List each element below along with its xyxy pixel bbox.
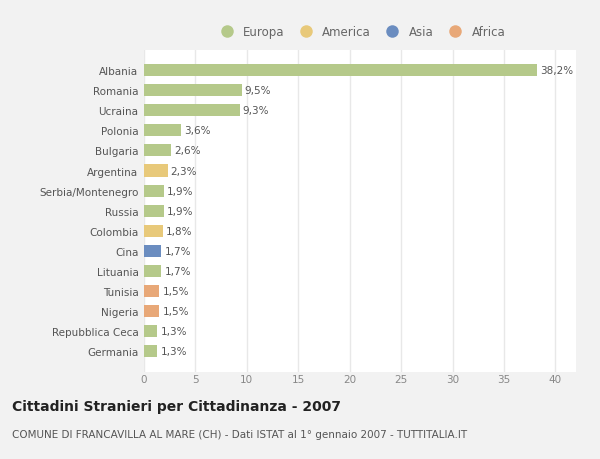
Text: 1,3%: 1,3% [160,346,187,356]
Bar [144,85,242,97]
Text: 3,6%: 3,6% [184,126,211,136]
Text: COMUNE DI FRANCAVILLA AL MARE (CH) - Dati ISTAT al 1° gennaio 2007 - TUTTITALIA.: COMUNE DI FRANCAVILLA AL MARE (CH) - Dat… [12,429,467,439]
Bar [144,305,160,317]
Bar [144,325,157,337]
Text: 9,5%: 9,5% [245,86,271,96]
Text: 1,7%: 1,7% [164,246,191,256]
Bar [144,245,161,257]
Text: 2,3%: 2,3% [171,166,197,176]
Text: 1,7%: 1,7% [164,266,191,276]
Legend: Europa, America, Asia, Africa: Europa, America, Asia, Africa [210,21,510,44]
Text: 2,6%: 2,6% [174,146,200,156]
Bar [144,285,160,297]
Bar [144,185,164,197]
Text: 1,9%: 1,9% [167,186,193,196]
Bar [144,165,167,177]
Bar [144,65,537,77]
Bar [144,125,181,137]
Bar [144,265,161,277]
Bar [144,345,157,357]
Text: 1,3%: 1,3% [160,326,187,336]
Text: 1,8%: 1,8% [166,226,192,236]
Bar [144,205,164,217]
Text: 9,3%: 9,3% [243,106,269,116]
Bar [144,145,171,157]
Bar [144,225,163,237]
Text: 1,5%: 1,5% [163,306,189,316]
Bar [144,105,239,117]
Text: 1,5%: 1,5% [163,286,189,296]
Text: 1,9%: 1,9% [167,206,193,216]
Text: 38,2%: 38,2% [540,66,573,76]
Text: Cittadini Stranieri per Cittadinanza - 2007: Cittadini Stranieri per Cittadinanza - 2… [12,399,341,413]
